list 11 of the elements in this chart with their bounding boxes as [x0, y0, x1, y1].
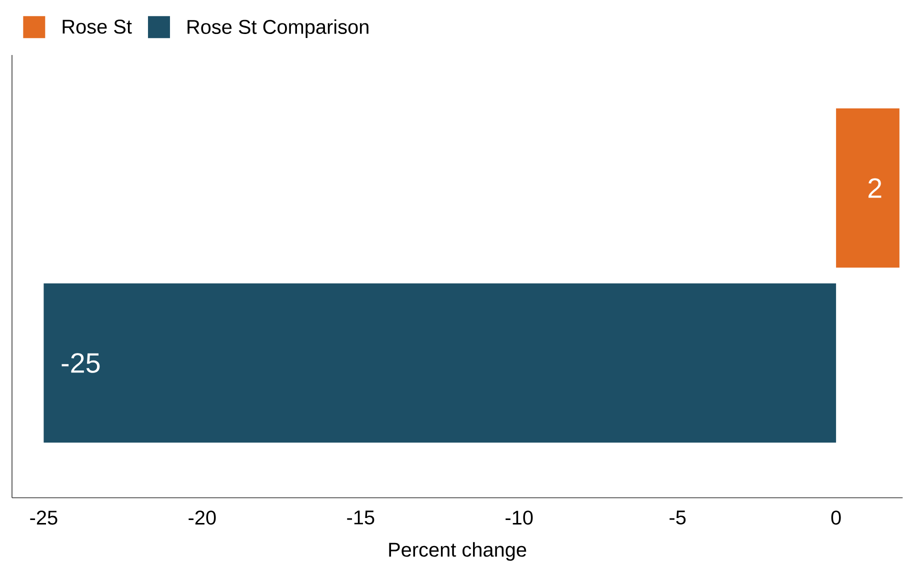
x-tick-label: -10 [506, 510, 533, 525]
x-tick-label: 0 [831, 510, 841, 525]
x-tick-label: -20 [188, 510, 216, 525]
x-tick-label: -15 [347, 510, 374, 525]
data-label: -25 [62, 353, 100, 373]
x-tick-label: -25 [30, 510, 58, 525]
x-tick-label: -5 [670, 510, 686, 525]
x-axis-title: Percent change [389, 542, 526, 561]
legend-label: Rose St [62, 20, 132, 34]
legend-label: Rose St Comparison [188, 19, 368, 38]
data-label: 2 [868, 178, 882, 198]
